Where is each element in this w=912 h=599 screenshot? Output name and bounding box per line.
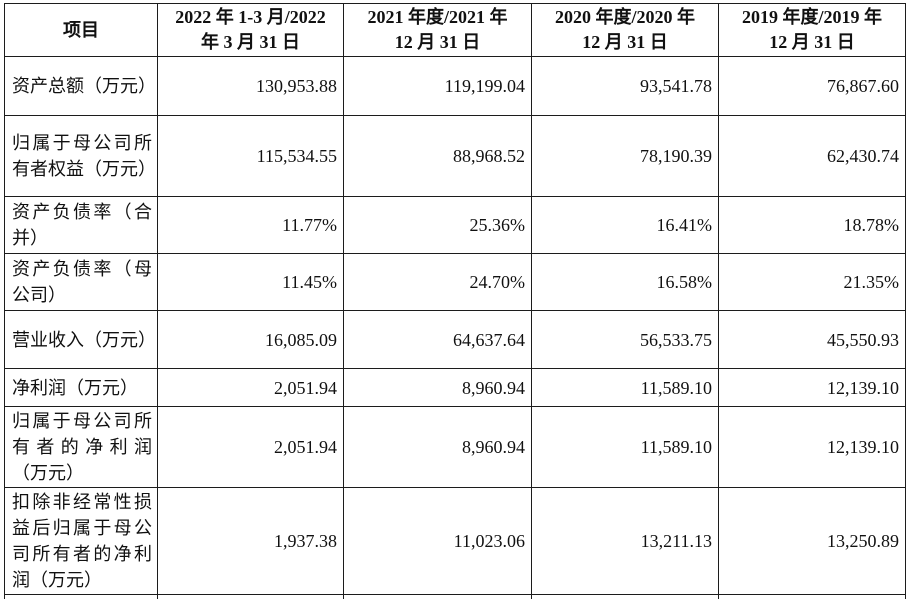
cell-value: 8,960.94 [343,368,532,407]
cell-value: 16,085.09 [157,310,344,369]
cell-value: 45,550.93 [718,310,906,369]
column-header-period-2022: 2022 年 1-3 月/2022 年 3 月 31 日 [157,3,344,57]
cell-value: 62,430.74 [718,115,906,197]
cell-value: 24.70% [343,253,532,311]
cell-value: 1,937.38 [157,487,344,595]
cell-value: 16.58% [531,253,719,311]
row-label: 营业收入（万元） [4,310,158,369]
table-row-parent-equity: 归属于母公司所有者权益（万元） 115,534.55 88,968.52 78,… [4,115,906,197]
table-row-debt-ratio-consolidated: 资产负债率（合并） 11.77% 25.36% 16.41% 18.78% [4,196,906,254]
table-row-partial-clipped [4,594,906,599]
cell-value: 2,051.94 [157,406,344,488]
row-label: 资产负债率（母公司） [4,253,158,311]
cell-value: 78,190.39 [531,115,719,197]
cell-value: 13,211.13 [531,487,719,595]
cell-value: 2,051.94 [157,368,344,407]
column-header-period-2019: 2019 年度/2019 年 12 月 31 日 [718,3,906,57]
cell-value: 18.78% [718,196,906,254]
cell-value: 76,867.60 [718,56,906,116]
table-row-debt-ratio-parent: 资产负债率（母公司） 11.45% 24.70% 16.58% 21.35% [4,253,906,311]
cell-value: 130,953.88 [157,56,344,116]
cell-value: 11,589.10 [531,406,719,488]
row-label: 净利润（万元） [4,368,158,407]
cell-value: 25.36% [343,196,532,254]
cell-value: 12,139.10 [718,406,906,488]
cell-value: 11,023.06 [343,487,532,595]
financial-summary-table: 项目 2022 年 1-3 月/2022 年 3 月 31 日 2021 年度/… [4,3,906,599]
cell-value: 115,534.55 [157,115,344,197]
row-label: 归属于母公司所有者的净利润（万元） [4,406,158,488]
row-label: 资产总额（万元） [4,56,158,116]
header-row: 项目 2022 年 1-3 月/2022 年 3 月 31 日 2021 年度/… [4,3,906,57]
cell-value: 119,199.04 [343,56,532,116]
column-header-period-2021: 2021 年度/2021 年 12 月 31 日 [343,3,532,57]
table-row-net-profit: 净利润（万元） 2,051.94 8,960.94 11,589.10 12,1… [4,368,906,407]
row-label: 资产负债率（合并） [4,196,158,254]
cell-value: 12,139.10 [718,368,906,407]
cell-value: 13,250.89 [718,487,906,595]
cell-value: 56,533.75 [531,310,719,369]
column-header-period-2020: 2020 年度/2020 年 12 月 31 日 [531,3,719,57]
cell-value: 8,960.94 [343,406,532,488]
table-row-total-assets: 资产总额（万元） 130,953.88 119,199.04 93,541.78… [4,56,906,116]
table-row-net-profit-parent: 归属于母公司所有者的净利润（万元） 2,051.94 8,960.94 11,5… [4,406,906,488]
cell-value: 88,968.52 [343,115,532,197]
cell-value: 64,637.64 [343,310,532,369]
cell-value: 16.41% [531,196,719,254]
row-label: 归属于母公司所有者权益（万元） [4,115,158,197]
cell-value: 11.77% [157,196,344,254]
cell-value: 21.35% [718,253,906,311]
table-row-operating-revenue: 营业收入（万元） 16,085.09 64,637.64 56,533.75 4… [4,310,906,369]
row-label: 扣除非经常性损益后归属于母公司所有者的净利润（万元） [4,487,158,595]
table-row-net-profit-deducted: 扣除非经常性损益后归属于母公司所有者的净利润（万元） 1,937.38 11,0… [4,487,906,595]
cell-value: 11.45% [157,253,344,311]
cell-value: 93,541.78 [531,56,719,116]
column-header-item: 项目 [4,3,158,57]
cell-value: 11,589.10 [531,368,719,407]
